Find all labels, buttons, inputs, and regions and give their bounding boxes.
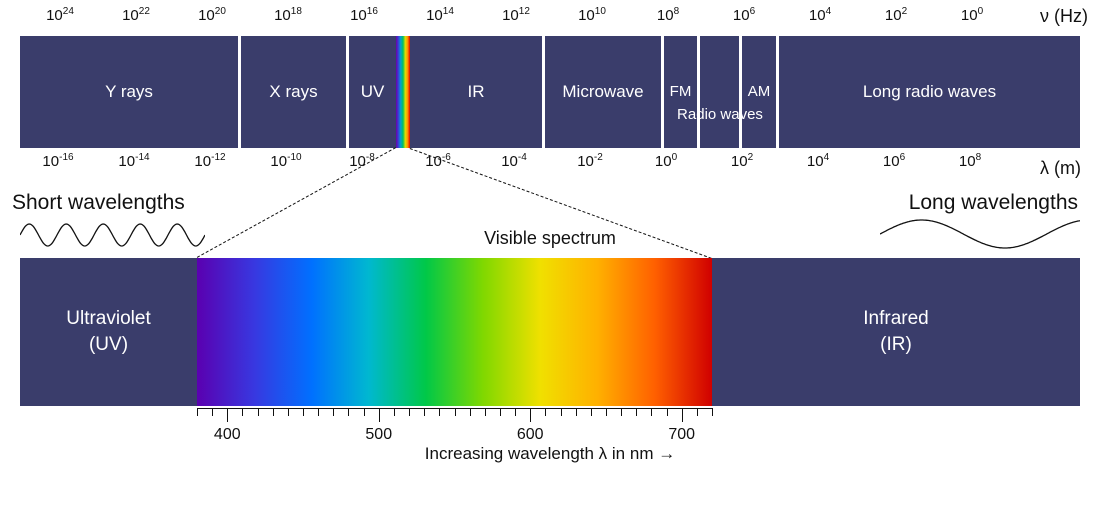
nm-label: 500 (365, 426, 392, 444)
nm-tick-minor (364, 408, 365, 416)
nm-tick-minor (591, 408, 592, 416)
freq-tick: 104 (809, 6, 831, 24)
wl-tick: 104 (807, 152, 829, 170)
nm-tick-major (379, 408, 380, 422)
wl-tick: 108 (959, 152, 981, 170)
visible-spectrum-bar: Ultraviolet(UV) Infrared(IR) (20, 258, 1080, 406)
nm-tick-minor (500, 408, 501, 416)
nm-tick-minor (303, 408, 304, 416)
nm-tick-minor (545, 408, 546, 416)
nm-label: 400 (214, 426, 241, 444)
frequency-axis: 1024 1022 1020 1018 1016 1014 1012 1010 108 106 10… (0, 6, 1100, 34)
nm-tick-minor (242, 408, 243, 416)
nm-label: 600 (517, 426, 544, 444)
nm-tick-major (530, 408, 531, 422)
freq-tick: 100 (961, 6, 983, 24)
wl-tick: 10-2 (577, 152, 603, 170)
wl-tick: 106 (883, 152, 905, 170)
band-y-rays: Y rays (20, 36, 238, 148)
wl-tick: 10-4 (501, 152, 527, 170)
nm-tick-minor (212, 408, 213, 416)
nm-tick-minor (651, 408, 652, 416)
nm-tick-minor (348, 408, 349, 416)
band-radio-waves (700, 36, 739, 148)
freq-tick: 1014 (426, 6, 454, 24)
radio-waves-label: Radio waves (660, 106, 780, 123)
nm-tick-minor (697, 408, 698, 416)
freq-axis-label: ν (Hz) (1040, 6, 1088, 27)
freq-tick: 1010 (578, 6, 606, 24)
nm-tick-minor (394, 408, 395, 416)
nm-tick-minor (561, 408, 562, 416)
band-ir: IR (410, 36, 542, 148)
band-microwave: Microwave (545, 36, 661, 148)
nm-tick-minor (318, 408, 319, 416)
short-wavelength-label: Short wavelengths (12, 191, 185, 215)
wl-tick: 10-12 (194, 152, 225, 170)
nm-tick-minor (455, 408, 456, 416)
freq-tick: 1020 (198, 6, 226, 24)
nm-tick-minor (288, 408, 289, 416)
band-long-radio-waves: Long radio waves (779, 36, 1080, 148)
nm-tick-minor (636, 408, 637, 416)
nm-tick-minor (273, 408, 274, 416)
ir-region: Infrared(IR) (712, 258, 1080, 406)
freq-tick: 108 (657, 6, 679, 24)
nm-tick-minor (515, 408, 516, 416)
visible-gradient (197, 258, 712, 406)
nm-tick-minor (470, 408, 471, 416)
visible-light-sliver (396, 36, 410, 148)
nm-tick-minor (621, 408, 622, 416)
nm-tick-minor (439, 408, 440, 416)
freq-tick: 1016 (350, 6, 378, 24)
uv-region: Ultraviolet(UV) (20, 258, 197, 406)
band-am: AM (742, 36, 776, 148)
nm-tick-minor (667, 408, 668, 416)
nm-tick-minor (712, 408, 713, 416)
wl-tick: 10-14 (118, 152, 149, 170)
band-fm: FM (664, 36, 697, 148)
freq-tick: 106 (733, 6, 755, 24)
nm-tick-minor (258, 408, 259, 416)
nm-tick-minor (424, 408, 425, 416)
nm-tick-minor (333, 408, 334, 416)
freq-tick: 1022 (122, 6, 150, 24)
wl-tick: 10-16 (42, 152, 73, 170)
nm-tick-major (227, 408, 228, 422)
long-wavelength-label: Long wavelengths (909, 191, 1078, 215)
wl-tick: 102 (731, 152, 753, 170)
nm-tick-minor (197, 408, 198, 416)
freq-tick: 1012 (502, 6, 530, 24)
nm-tick-minor (485, 408, 486, 416)
band-uv: UV (349, 36, 396, 148)
nm-tick-minor (409, 408, 410, 416)
freq-tick: 1024 (46, 6, 74, 24)
band-x-rays: X rays (241, 36, 346, 148)
wavelength-axis: 10-1610-1410-1210-1010-810-610-410-21001… (0, 152, 1100, 182)
wl-axis-label: λ (m) (1040, 158, 1081, 179)
freq-tick: 102 (885, 6, 907, 24)
nm-label: 700 (668, 426, 695, 444)
nm-axis-caption: Increasing wavelength λ in nm → (0, 444, 1100, 464)
short-wave-icon (20, 220, 205, 250)
freq-tick: 1018 (274, 6, 302, 24)
nm-tick-major (682, 408, 683, 422)
long-wave-icon (880, 216, 1080, 252)
wl-tick: 10-10 (270, 152, 301, 170)
nm-tick-minor (576, 408, 577, 416)
em-spectrum-bar: Y raysX raysUVIRMicrowaveFM AMLong radio … (20, 36, 1080, 148)
nm-tick-minor (606, 408, 607, 416)
wl-tick: 100 (655, 152, 677, 170)
